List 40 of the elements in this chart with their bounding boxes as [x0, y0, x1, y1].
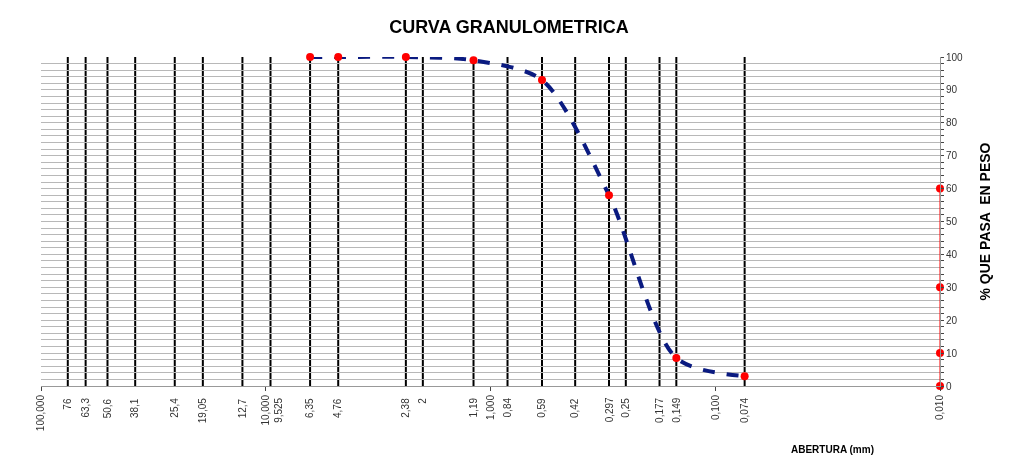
y-tick-label: 30	[946, 281, 958, 293]
chart-title: CURVA GRANULOMETRICA	[389, 17, 629, 38]
ref-line-label: 0,297	[603, 396, 615, 423]
ref-line-label: 0,59	[536, 397, 548, 418]
y-tick-label: 0	[946, 380, 952, 392]
ref-line-label: 19,05	[197, 397, 209, 424]
ref-line-label: 1,19	[467, 397, 479, 418]
ref-line-label: 0,42	[569, 398, 581, 419]
ref-line-label: 12,7	[236, 398, 248, 419]
ref-line-label: 2	[416, 397, 428, 404]
ref-line-label: 0,25	[619, 397, 631, 418]
y-tick-label: 10	[946, 347, 958, 359]
ref-line-label: 0,84	[501, 397, 513, 418]
x-tick-label: 1,000	[484, 394, 496, 421]
ref-line-label: 38,1	[129, 398, 141, 419]
x-axis-title: ABERTURA (mm)	[791, 444, 874, 455]
y-tick-label: 90	[946, 84, 958, 96]
x-tick-label: 10,000	[260, 394, 271, 426]
ref-line-label: 2,38	[399, 397, 411, 418]
x-tick-label: 0,100	[709, 394, 721, 421]
y-tick-label: 100	[946, 51, 964, 63]
x-tick-label: 100,000	[35, 394, 47, 432]
x-tick-label: 0,010	[934, 394, 946, 421]
ref-line-label: 4,76	[332, 398, 344, 419]
ref-line-label: 0,149	[670, 397, 682, 423]
ref-line-label: 0,177	[654, 397, 666, 423]
y-tick-label: 40	[946, 248, 958, 260]
y-tick-label: 60	[946, 183, 958, 195]
ref-line-label: 25,4	[168, 397, 180, 418]
y-tick-label: 80	[946, 117, 958, 129]
y-axis-title: % QUE PASA EN PESO	[977, 142, 994, 301]
ref-line-label: 50,6	[101, 398, 113, 419]
ref-line-label: 9,525	[273, 397, 285, 423]
ref-line-label: 63,3	[79, 397, 91, 418]
y-tick-label: 20	[946, 314, 958, 326]
y-tick-label: 50	[946, 216, 958, 227]
y-tick-label: 70	[946, 150, 958, 162]
ref-line-label: 6,35	[304, 398, 316, 418]
ref-line-label: 0,074	[739, 397, 751, 424]
ref-line-label: 76	[61, 398, 73, 410]
